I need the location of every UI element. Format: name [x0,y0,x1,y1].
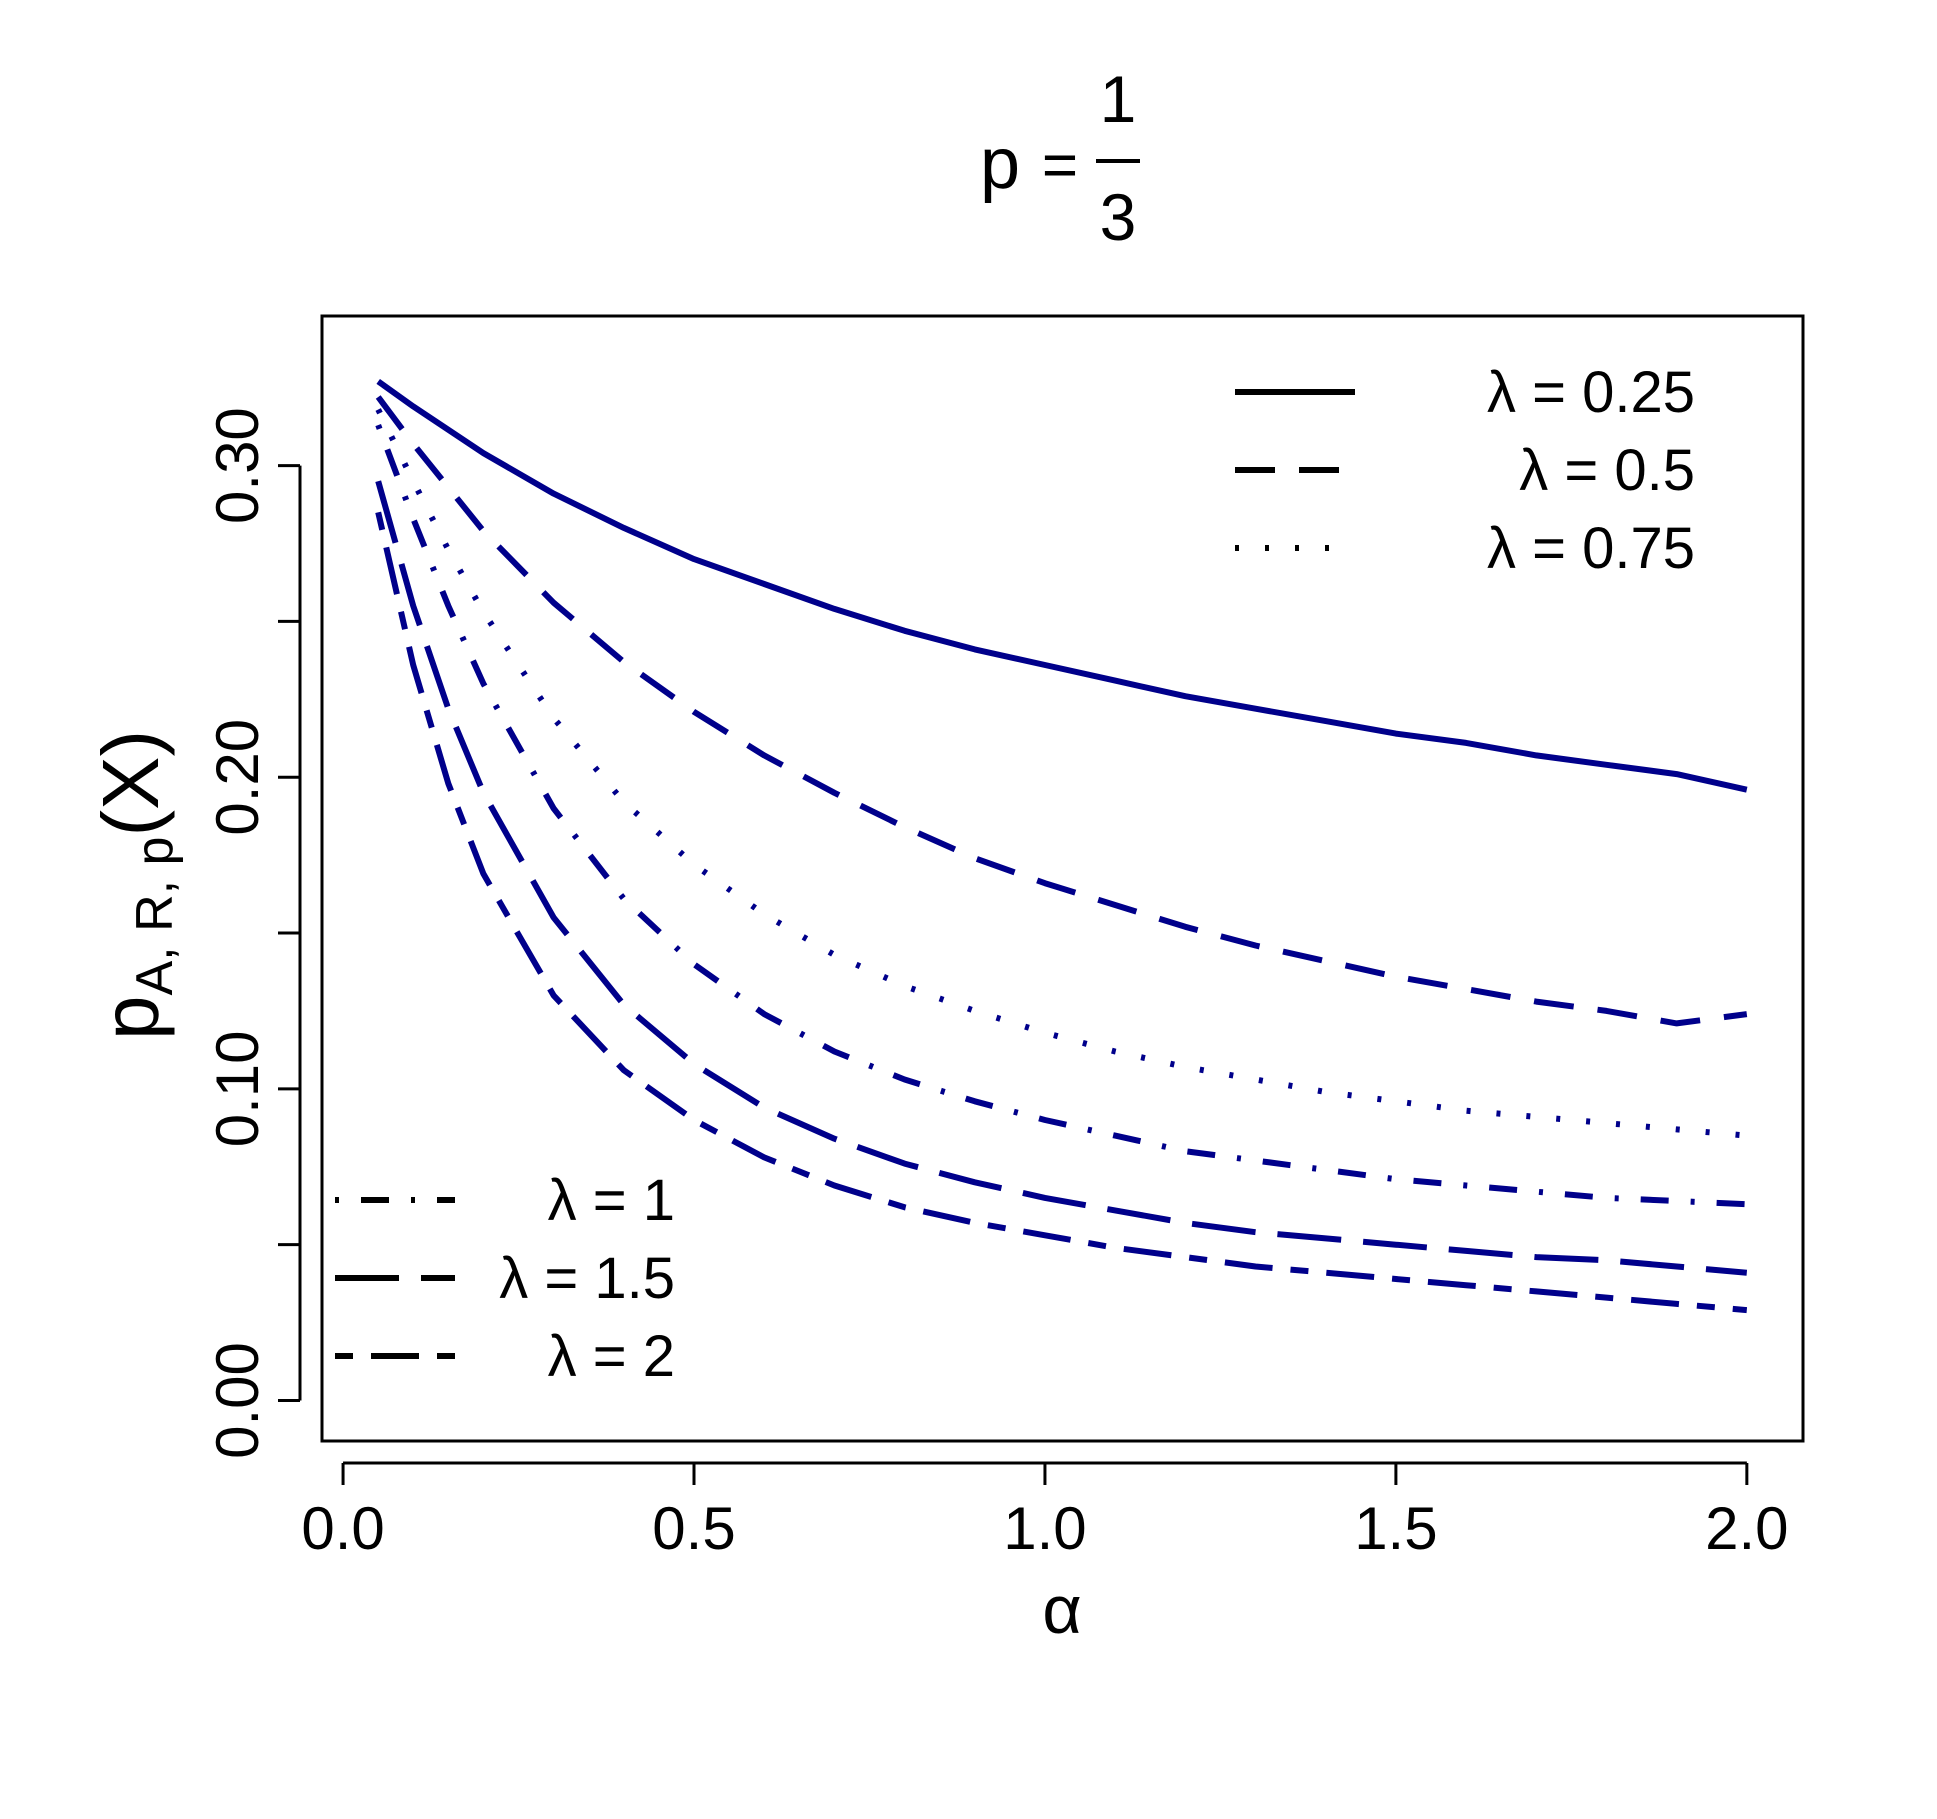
y-tick-label: 0.30 [204,407,271,524]
y-axis-label-sub: A, R, p [126,837,184,996]
chart-title: p = 1 3 [980,62,1140,254]
legend-top-right: λ = 0.25 λ = 0.5 λ = 0.75 [1235,360,1695,581]
y-axis: 0.00 0.10 0.20 0.30 [204,407,302,1459]
svg-text:pA, R, p(X): pA, R, p(X) [86,730,184,1040]
legend-label-5: λ = 2 [548,1324,675,1389]
x-tick-label: 1.0 [1003,1495,1086,1562]
y-axis-label-main: p [86,996,175,1041]
title-denominator: 3 [1100,180,1137,254]
legend-layer: λ = 0.25 λ = 0.5 λ = 0.75 λ = 1 λ = 1.5 λ = 2 [335,360,1695,1389]
plot-frame [320,314,1805,1443]
series-line-3 [375,424,1747,1208]
x-tick-label: 1.5 [1354,1495,1437,1562]
y-axis-label: pA, R, p(X) [86,730,184,1040]
x-axis-label: α [1042,1572,1081,1648]
y-tick-label: 0.20 [204,719,271,836]
series-line-4 [375,480,1748,1276]
x-axis: 0.0 0.5 1.0 1.5 2.0 [301,1461,1789,1562]
y-axis-label-arg: (X) [86,730,175,837]
legend-label-3: λ = 1 [548,1168,675,1233]
legend-label-0: λ = 0.25 [1487,360,1695,425]
title-numerator: 1 [1100,62,1137,136]
legend-bottom-left: λ = 1 λ = 1.5 λ = 2 [335,1168,675,1389]
x-tick-label: 0.5 [652,1495,735,1562]
series-line-1 [375,395,1748,1027]
legend-label-4: λ = 1.5 [499,1246,675,1311]
series-line-5 [375,511,1748,1314]
x-tick-label: 2.0 [1705,1495,1788,1562]
series-line-0 [376,378,1748,793]
legend-label-2: λ = 0.75 [1487,516,1695,581]
title-eq: = [1042,131,1078,200]
series-layer [375,378,1748,1314]
title-lhs: p [980,124,1020,204]
x-tick-label: 0.0 [301,1495,384,1562]
y-tick-label: 0.00 [204,1342,271,1459]
legend-label-1: λ = 0.5 [1519,438,1695,503]
y-tick-label: 0.10 [204,1030,271,1147]
